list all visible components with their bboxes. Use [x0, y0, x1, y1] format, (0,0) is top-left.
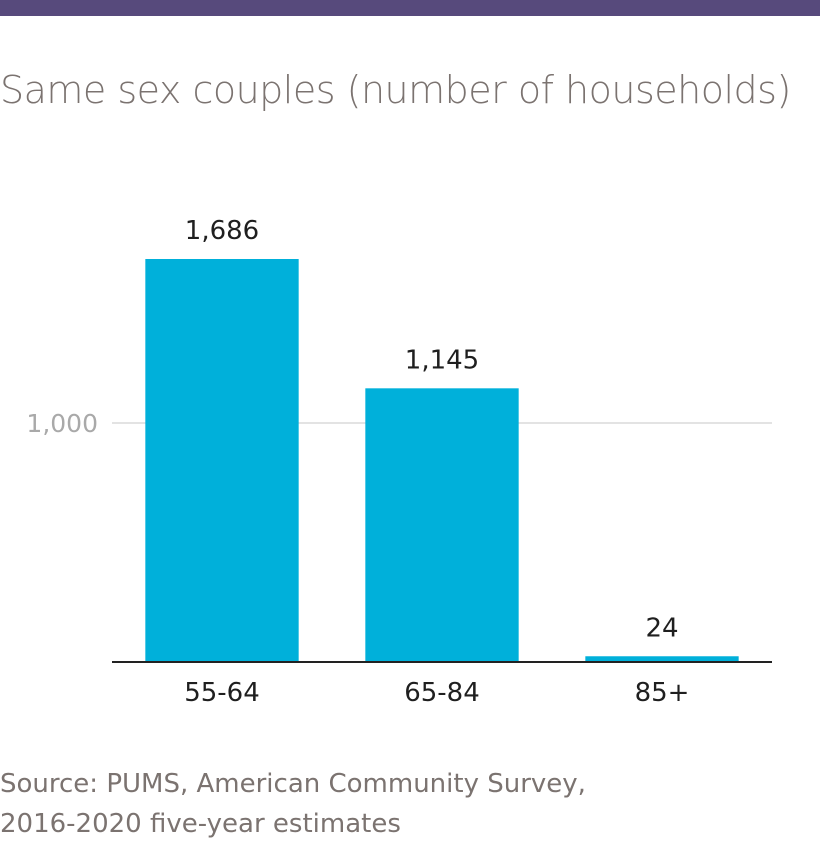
- x-tick-label: 55-64: [184, 678, 260, 708]
- bar: [365, 388, 519, 662]
- chart-title: Same sex couples (number of households): [0, 68, 791, 112]
- source-line-2: 2016-2020 five-year estimates: [0, 809, 401, 839]
- source-line-1: Source: PUMS, American Community Survey,: [0, 769, 586, 799]
- x-tick-label: 65-84: [404, 678, 480, 708]
- bar-value-label: 24: [645, 613, 678, 643]
- x-tick-label: 85+: [635, 678, 690, 708]
- bar: [585, 656, 739, 662]
- source-note: Source: PUMS, American Community Survey,…: [0, 764, 820, 844]
- bar-value-label: 1,686: [185, 216, 259, 246]
- header-bar: [0, 0, 820, 16]
- bar-value-label: 1,145: [405, 345, 479, 375]
- bar: [145, 259, 299, 662]
- bar-chart: 1,000 1,686 55-64 1,145 65-84 24 85+: [26, 216, 772, 708]
- y-tick-label: 1,000: [26, 409, 98, 438]
